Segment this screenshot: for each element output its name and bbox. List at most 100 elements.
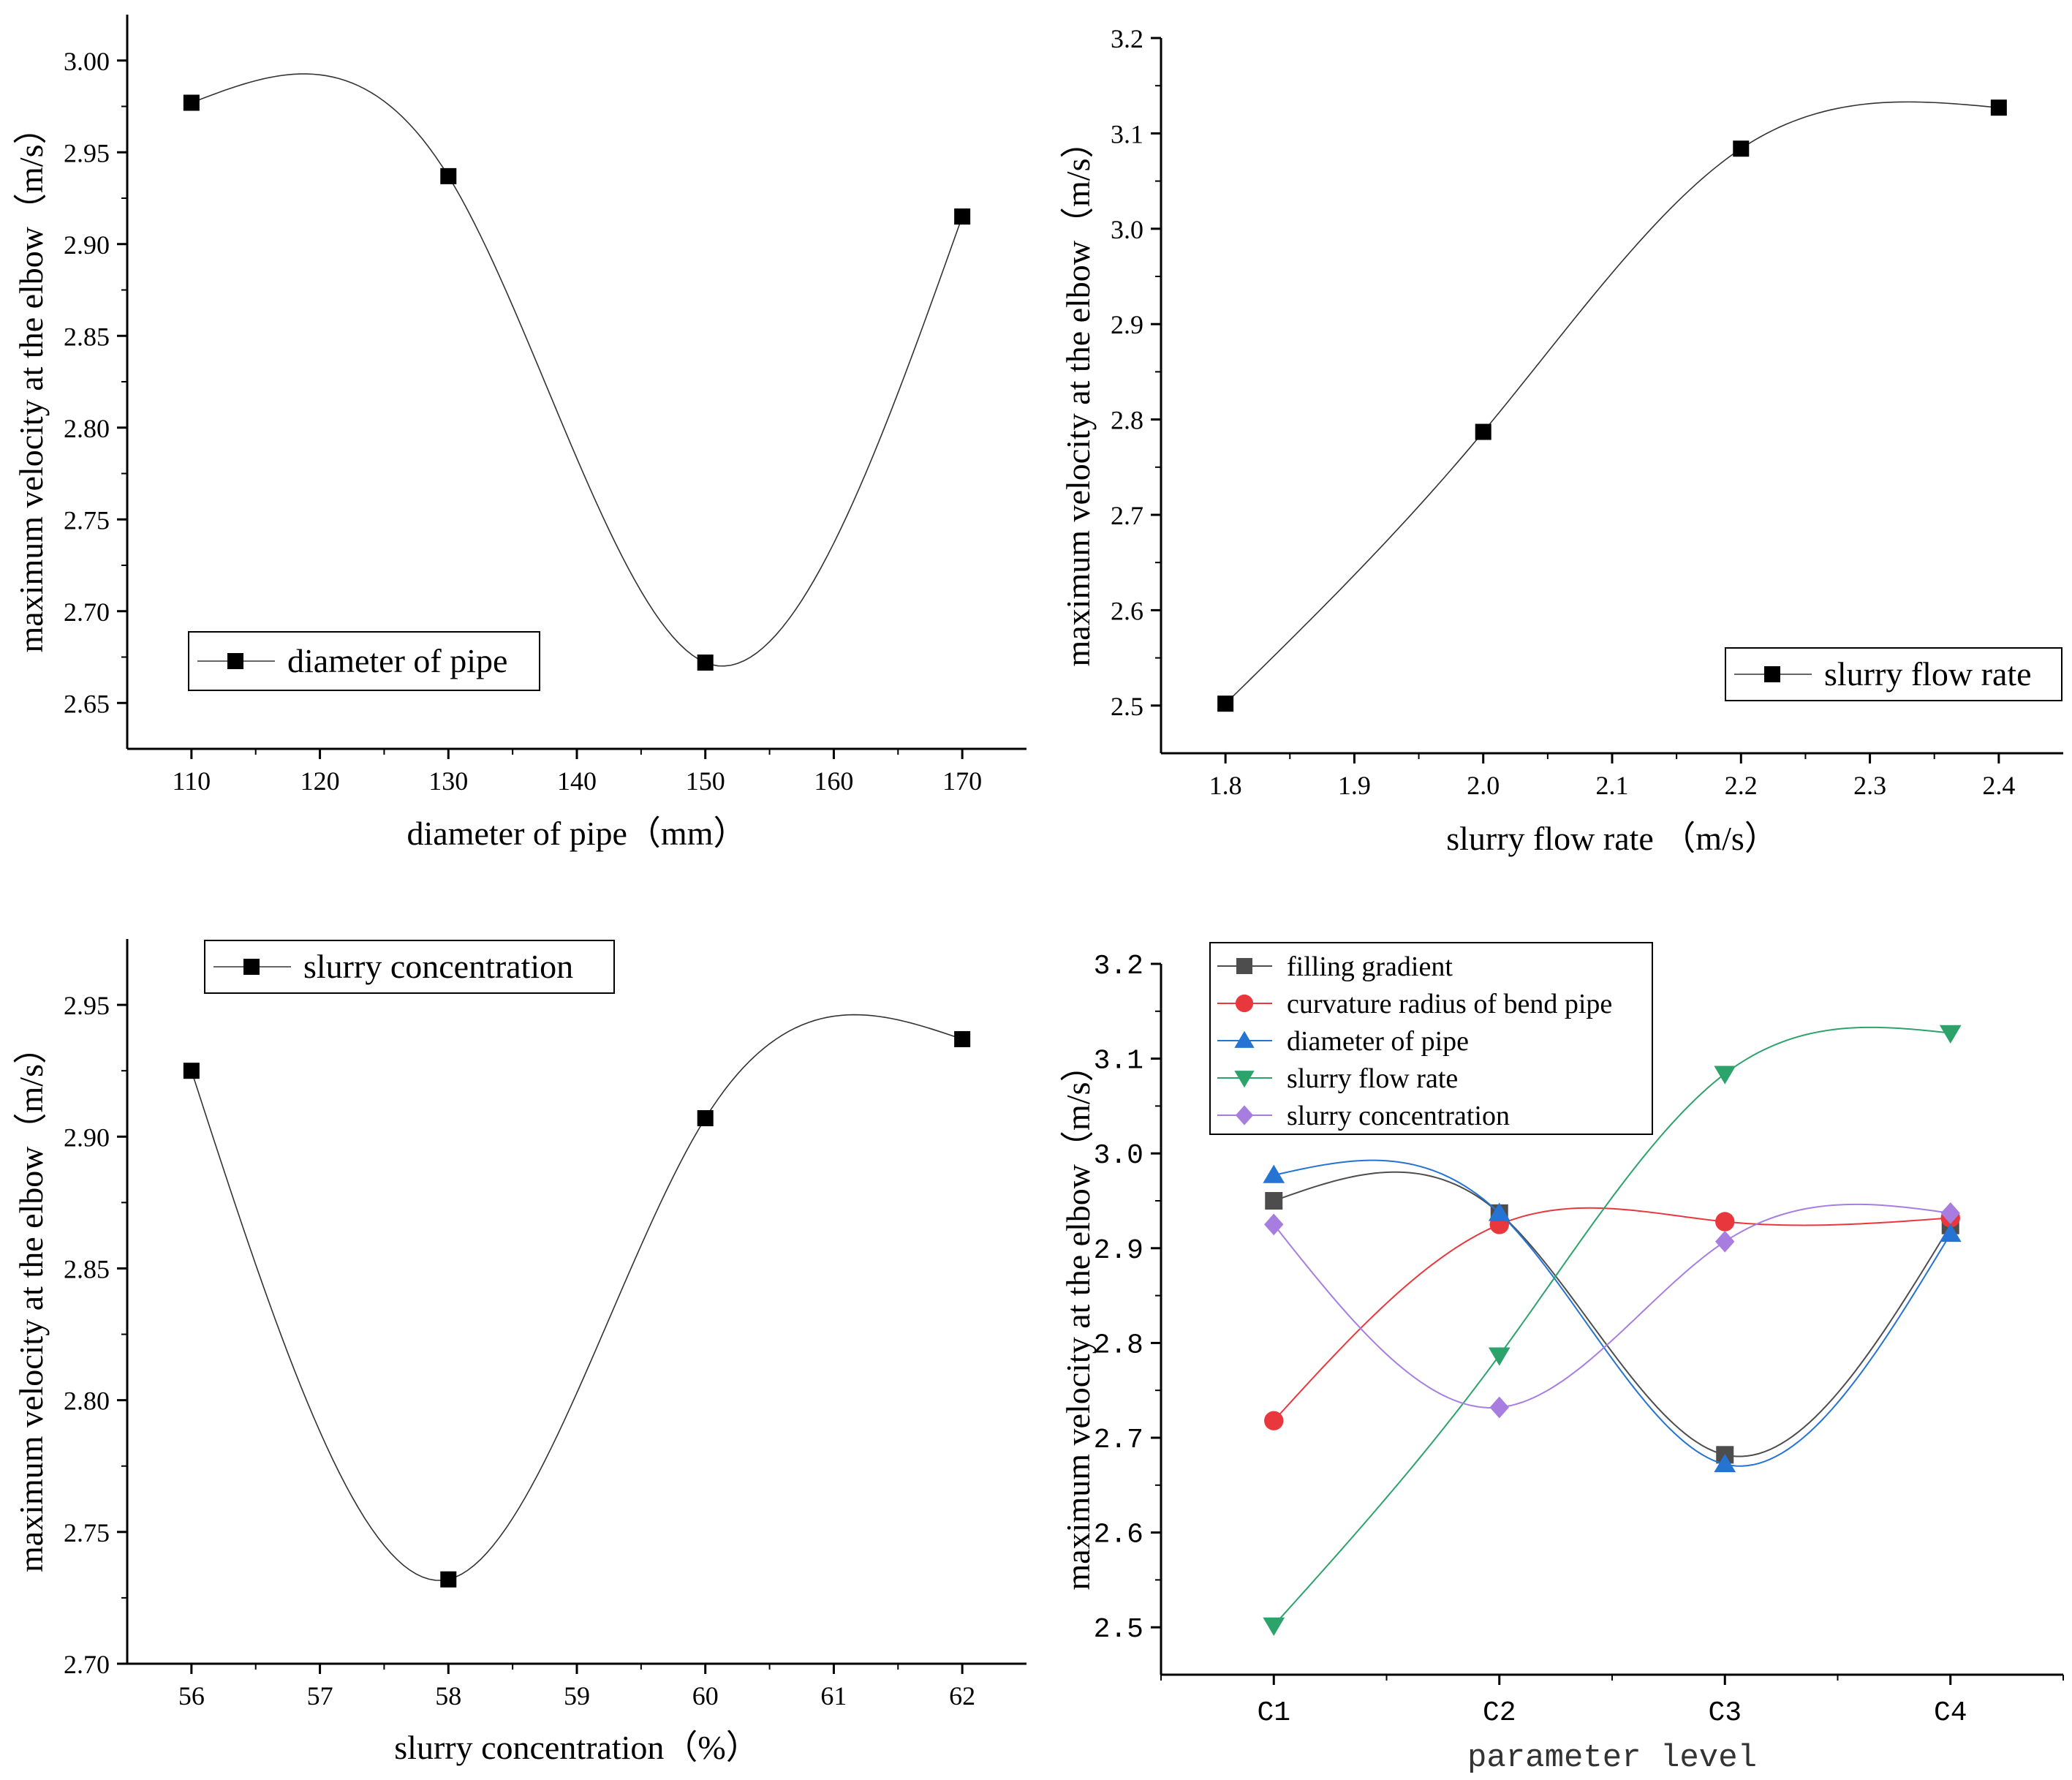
x-tick-label: 1.9 xyxy=(1338,771,1371,800)
legend-marker xyxy=(1764,666,1780,682)
x-tick-label: 170 xyxy=(942,766,982,796)
x-tick-label: 2.4 xyxy=(1982,771,2015,800)
x-tick-label: 62 xyxy=(949,1681,975,1711)
y-axis-label: maximum velocity at the elbow（m/s） xyxy=(12,111,50,653)
y-tick-label: 3.1 xyxy=(1094,1046,1143,1077)
legend-marker xyxy=(1235,1105,1254,1125)
series-line-5 xyxy=(1273,1203,1951,1409)
data-point xyxy=(1939,1223,1962,1242)
legend-box xyxy=(1209,942,1653,1135)
data-point xyxy=(1990,99,2007,116)
series-line-1 xyxy=(1273,1171,1951,1457)
data-point xyxy=(1217,695,1234,712)
x-tick-label: 110 xyxy=(173,766,211,796)
y-tick-label: 2.9 xyxy=(1094,1235,1143,1267)
x-tick-label: 2.3 xyxy=(1853,771,1886,800)
data-point xyxy=(954,208,971,225)
y-tick-label: 2.95 xyxy=(64,991,110,1020)
data-point xyxy=(1940,1202,1960,1224)
y-tick-label: 2.75 xyxy=(64,505,110,535)
y-tick-label: 2.5 xyxy=(1111,692,1143,721)
y-tick-label: 2.80 xyxy=(64,1387,110,1416)
data-point xyxy=(1714,1066,1736,1085)
y-tick-label: 3.2 xyxy=(1094,951,1143,982)
legend-marker xyxy=(243,959,260,975)
y-tick-label: 2.95 xyxy=(64,138,110,167)
legend-label: filling gradient xyxy=(1287,951,1453,982)
y-tick-label: 2.90 xyxy=(64,1123,110,1152)
x-tick-label: C3 xyxy=(1708,1697,1742,1729)
chart-panel-1: 2.65 2.70 2.75 2.80 2.85 2.90 2.95 3.00 110 120 13… xyxy=(12,15,1026,852)
x-tick-label: 60 xyxy=(692,1681,719,1711)
x-axis-label: slurry concentration（%） xyxy=(394,1729,759,1766)
legend-label: curvature radius of bend pipe xyxy=(1287,989,1612,1019)
y-tick-label: 2.85 xyxy=(64,322,110,351)
chart-panel-4: 2.5 2.6 2.7 2.8 2.9 3.0 3.1 3.2 C1 C2 C3 C4 paramete… xyxy=(1059,942,2064,1776)
data-point xyxy=(440,167,457,184)
x-tick-label: C2 xyxy=(1483,1697,1516,1729)
legend-label: diameter of pipe xyxy=(1287,1026,1469,1057)
data-point xyxy=(1488,1202,1510,1221)
legend-label: diameter of pipe xyxy=(287,642,507,679)
y-tick-label: 2.9 xyxy=(1111,310,1143,339)
y-tick-label: 2.7 xyxy=(1111,501,1143,530)
x-tick-label: 2.0 xyxy=(1467,771,1500,800)
y-tick-label: 3.00 xyxy=(64,47,110,76)
y-tick-label: 2.6 xyxy=(1094,1520,1143,1551)
y-tick-label: 2.70 xyxy=(64,1650,110,1679)
series-line-4 xyxy=(1273,1026,1951,1626)
y-tick-label: 2.5 xyxy=(1094,1614,1143,1645)
y-tick-label: 2.85 xyxy=(64,1254,110,1283)
data-point xyxy=(1715,1230,1735,1253)
x-tick-label: 2.1 xyxy=(1596,771,1629,800)
legend-marker xyxy=(1234,1071,1255,1088)
x-tick-label: 56 xyxy=(178,1681,205,1711)
data-point xyxy=(1263,1164,1285,1183)
legend-label: slurry concentration xyxy=(1287,1101,1510,1131)
y-axis-label: maximum velocity at the elbow（m/s） xyxy=(1059,125,1097,667)
x-tick-label: 150 xyxy=(686,766,725,796)
x-tick-label: 58 xyxy=(435,1681,461,1711)
series-line xyxy=(191,1014,963,1581)
y-axis-label: maximum velocity at the elbow（m/s） xyxy=(1059,1049,1097,1591)
y-tick-label: 2.70 xyxy=(64,597,110,627)
x-tick-label: 120 xyxy=(300,766,340,796)
legend-marker xyxy=(1236,958,1252,974)
y-tick-label: 2.8 xyxy=(1094,1330,1143,1361)
legend: slurry concentration xyxy=(204,940,615,994)
legend: slurry flow rate xyxy=(1725,647,2062,701)
x-tick-label: 1.8 xyxy=(1209,771,1242,800)
data-point xyxy=(954,1030,971,1047)
series-line-3 xyxy=(1274,1159,1951,1467)
y-tick-label: 2.8 xyxy=(1111,406,1143,435)
legend-marker xyxy=(1234,1030,1255,1048)
y-tick-label: 2.80 xyxy=(64,414,110,443)
legend-label: slurry flow rate xyxy=(1824,655,2032,693)
data-point xyxy=(1714,1453,1736,1473)
x-tick-label: 140 xyxy=(557,766,597,796)
data-point xyxy=(1475,423,1491,440)
series-line-2 xyxy=(1273,1207,1951,1422)
data-point xyxy=(1488,1347,1510,1366)
series-line xyxy=(1225,101,1999,704)
y-tick-label: 3.2 xyxy=(1111,24,1143,53)
x-tick-label: 59 xyxy=(564,1681,590,1711)
x-tick-label: 61 xyxy=(820,1681,847,1711)
data-point xyxy=(697,655,714,671)
x-axis-label: parameter level xyxy=(1467,1740,1757,1776)
y-tick-label: 2.90 xyxy=(64,230,110,260)
legend-label: slurry concentration xyxy=(303,948,573,985)
x-axis-label: diameter of pipe（mm） xyxy=(407,815,747,852)
x-tick-label: C1 xyxy=(1257,1697,1290,1729)
x-axis-label: slurry flow rate （m/s） xyxy=(1446,820,1778,857)
x-tick-label: C4 xyxy=(1934,1697,1967,1729)
data-point xyxy=(1715,1212,1735,1232)
series-line xyxy=(191,73,963,667)
data-point xyxy=(1265,1192,1283,1210)
data-point xyxy=(697,1110,714,1127)
x-tick-label: 57 xyxy=(307,1681,333,1711)
y-tick-label: 3.0 xyxy=(1094,1140,1143,1172)
chart-panel-2: 2.5 2.6 2.7 2.8 2.9 3.0 3.1 3.2 1.8 1.9 2.0 2.1 2.2 2… xyxy=(1059,24,2063,857)
data-point xyxy=(1263,1617,1285,1637)
